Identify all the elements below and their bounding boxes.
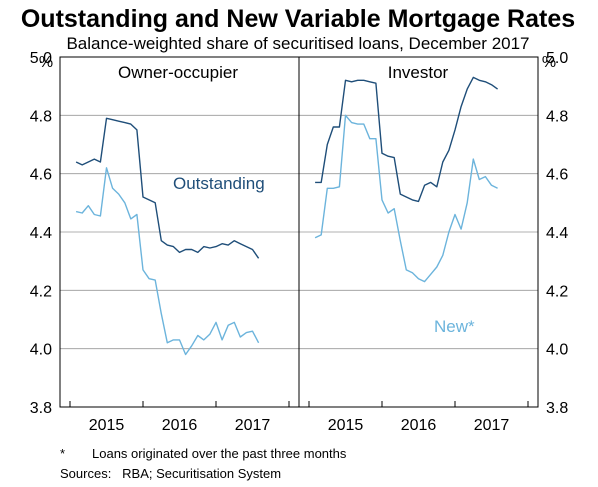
x-tick-label: 2015 bbox=[89, 417, 125, 434]
series-line-outstanding-panel-1 bbox=[75, 117, 260, 259]
y-tick-label-right: 4.8 bbox=[546, 108, 568, 125]
y-unit-left: % bbox=[39, 54, 53, 71]
chart-subtitle: Balance-weighted share of securitised lo… bbox=[66, 34, 529, 53]
y-tick-label-right: 5.0 bbox=[546, 50, 568, 67]
y-tick-label-left: 4.0 bbox=[30, 342, 52, 359]
y-unit-right: % bbox=[542, 54, 556, 71]
x-tick-label: 2016 bbox=[401, 417, 437, 434]
y-tick-label-right: 4.2 bbox=[546, 283, 568, 300]
y-tick-label-left: 4.4 bbox=[30, 225, 52, 242]
series-line-outstanding-panel-2 bbox=[315, 76, 499, 203]
y-tick-label-right: 3.8 bbox=[546, 400, 568, 417]
y-tick-label-left: 5.0 bbox=[30, 50, 52, 67]
tick-marks bbox=[69, 401, 529, 407]
y-tick-label-left: 4.6 bbox=[30, 167, 52, 184]
x-tick-label: 2017 bbox=[235, 417, 271, 434]
footnote-text: Loans originated over the past three mon… bbox=[92, 446, 347, 461]
x-tick-label: 2015 bbox=[328, 417, 364, 434]
y-tick-label-left: 4.2 bbox=[30, 283, 52, 300]
series-layer bbox=[75, 76, 499, 356]
series-line-new-panel-1 bbox=[75, 167, 260, 356]
chart-title: Outstanding and New Variable Mortgage Ra… bbox=[21, 5, 575, 33]
panel-label-investor: Investor bbox=[388, 63, 449, 82]
series-label-outstanding: Outstanding bbox=[173, 174, 265, 193]
x-tick-label: 2017 bbox=[474, 417, 510, 434]
tick-labels: 3.8 3.8 4.0 4.0 4.2 4.2 4.4 4.4 4.6 4.6 4.8 4.8 5.0 5… bbox=[30, 50, 569, 434]
series-line-new-panel-2 bbox=[314, 114, 498, 283]
panel-label-owner-occupier: Owner-occupier bbox=[118, 63, 238, 82]
y-tick-label-right: 4.4 bbox=[546, 225, 568, 242]
sources: Sources: RBA; Securitisation System bbox=[60, 466, 281, 481]
y-tick-label-left: 4.8 bbox=[30, 108, 52, 125]
series-label-new: New* bbox=[434, 317, 475, 336]
y-tick-label-right: 4.0 bbox=[546, 342, 568, 359]
y-tick-label-right: 4.6 bbox=[546, 167, 568, 184]
y-tick-label-left: 3.8 bbox=[30, 400, 52, 417]
x-tick-label: 2016 bbox=[162, 417, 198, 434]
footnote-marker: * bbox=[60, 446, 65, 461]
